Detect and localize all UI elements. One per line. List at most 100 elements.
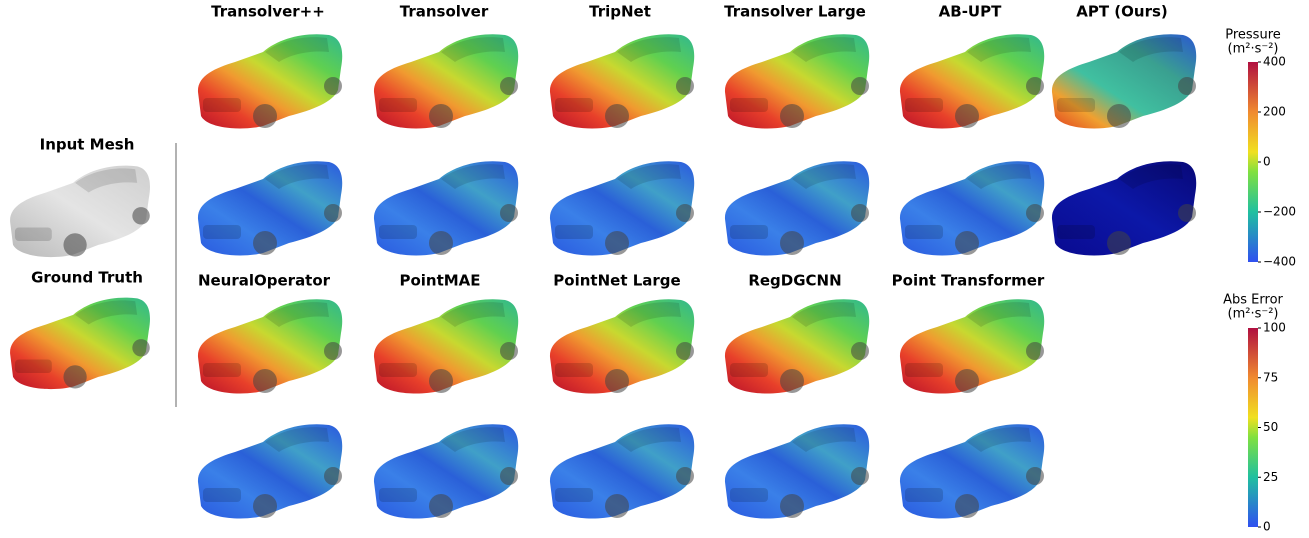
colorbar [1248,62,1258,262]
car-render [899,34,1045,129]
model-label: NeuralOperator [198,272,331,290]
car-wheel [63,233,87,257]
car-window [617,164,681,189]
panel-label: Ground Truth [31,269,143,287]
car-wheel [1026,467,1044,485]
car-wheel [253,231,277,255]
car-wheel [324,342,342,360]
car-wheel [500,467,518,485]
car-grille [203,488,241,502]
car-render [197,161,343,256]
car-wheel [1107,231,1131,255]
car-body [197,161,343,256]
car-grille [730,488,768,502]
model-label: RegDGCNN [748,272,841,290]
car-body [197,299,343,394]
car-body [10,165,150,258]
car-grille [14,227,52,242]
car-window [617,427,681,452]
car-wheel [605,231,629,255]
car-body [899,299,1045,394]
car-wheel [253,494,277,518]
car-window [75,168,138,193]
car-wheel [1026,204,1044,222]
car-body [899,34,1045,129]
car-grille [379,488,417,502]
car-grille [555,363,593,377]
car-window [1119,37,1183,62]
colorbar-title: Pressure [1225,28,1281,43]
car-body [1051,34,1197,129]
car-grille [379,98,417,112]
car-body [899,424,1045,519]
car-grille [905,225,943,239]
car-wheel [429,369,453,393]
car-window [265,37,329,62]
car-window [265,427,329,452]
model-label: APT (Ours) [1076,3,1168,21]
car-wheel [851,467,869,485]
colorbar-tick-label: 75 [1263,370,1278,384]
car-render [549,34,695,129]
car-wheel [429,494,453,518]
car-window [265,302,329,327]
car-grille [14,359,52,374]
car-window [967,302,1031,327]
car-wheel [324,467,342,485]
car-render [724,424,870,519]
model-label: Transolver [400,3,489,21]
car-wheel [1026,77,1044,95]
car-grille [905,98,943,112]
colorbar-unit: (m²·s⁻²) [1228,307,1279,322]
car-grille [1057,225,1095,239]
car-render [549,424,695,519]
car-body [724,299,870,394]
car-wheel [500,77,518,95]
model-label: Transolver++ [211,3,325,21]
model-label: Transolver Large [724,3,866,21]
car-body [373,34,519,129]
car-wheel [955,369,979,393]
car-body [549,34,695,129]
car-render [373,299,519,394]
car-window [967,164,1031,189]
car-wheel [851,342,869,360]
car-body [899,161,1045,256]
car-window [792,302,856,327]
car-render [724,161,870,256]
car-body [724,161,870,256]
car-wheel [676,77,694,95]
model-label: AB-UPT [939,3,1002,21]
car-wheel [676,342,694,360]
car-wheel [1178,77,1196,95]
car-grille [730,225,768,239]
colorbar-tick-label: 100 [1263,321,1286,335]
car-grille [555,98,593,112]
colorbar-tick-label: 0 [1263,155,1271,169]
car-grille [730,98,768,112]
car-wheel [780,231,804,255]
car-window [265,164,329,189]
colorbar [1248,328,1258,527]
car-render [373,424,519,519]
model-label: Point Transformer [892,272,1045,290]
car-window [75,300,138,325]
car-grille [203,98,241,112]
car-render [197,34,343,129]
model-label: PointNet Large [553,272,680,290]
car-grille [379,225,417,239]
car-wheel [676,467,694,485]
car-render [197,424,343,519]
car-body [197,424,343,519]
car-window [792,427,856,452]
colorbar-tick-label: 0 [1263,520,1271,534]
car-grille [905,363,943,377]
car-window [441,427,505,452]
car-grille [203,363,241,377]
car-window [967,37,1031,62]
car-grille [905,488,943,502]
car-wheel [780,369,804,393]
car-window [441,37,505,62]
car-body [549,299,695,394]
